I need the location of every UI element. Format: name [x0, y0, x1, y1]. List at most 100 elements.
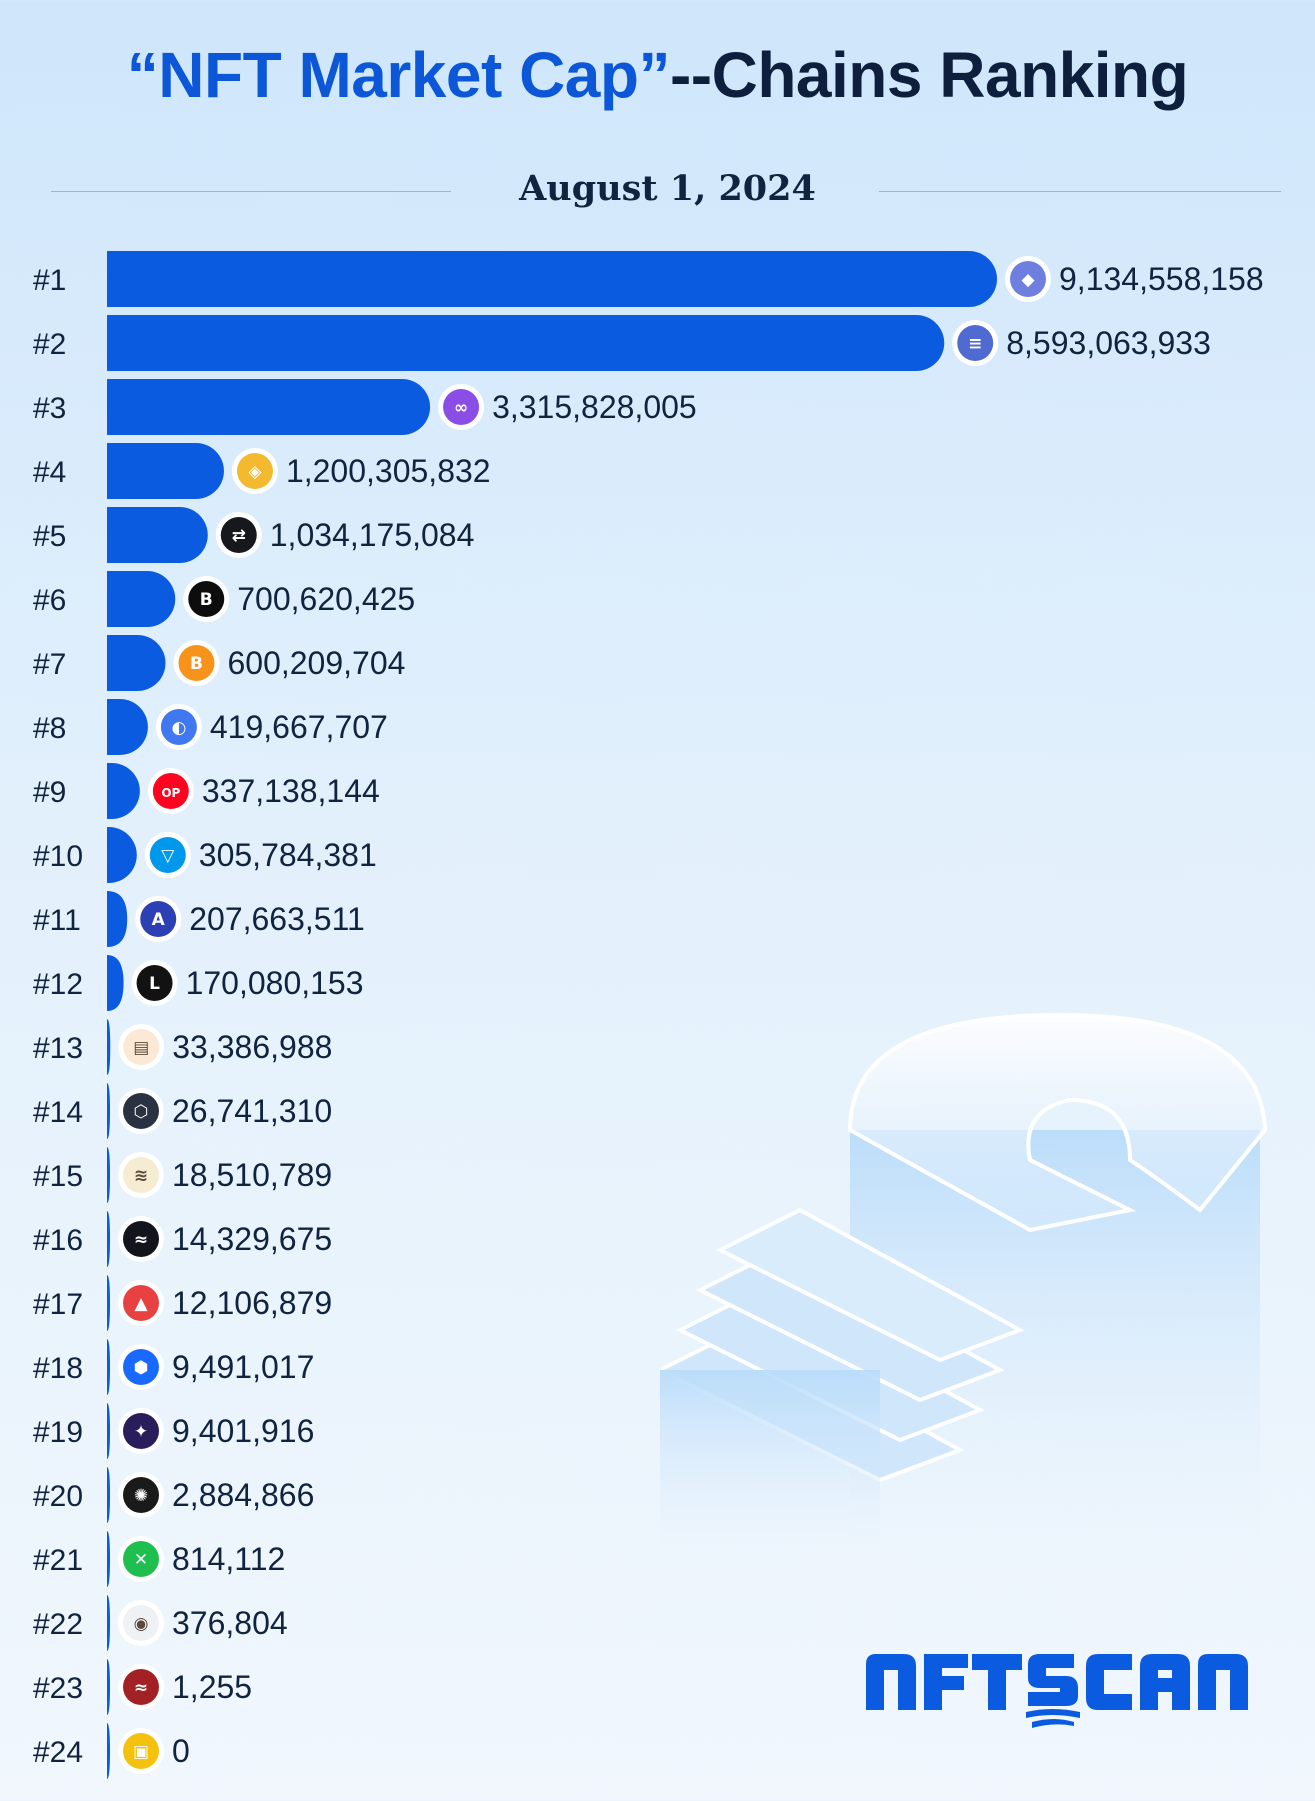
rank-label: #10 — [33, 840, 83, 873]
rank-label: #18 — [33, 1352, 83, 1385]
bar — [107, 763, 140, 819]
rank-label: #3 — [33, 392, 66, 425]
bnb-chain-icon: ◈ — [231, 448, 278, 494]
value-label: 8,593,063,933 — [1006, 325, 1211, 361]
bar — [107, 443, 224, 499]
rank-label: #15 — [33, 1160, 83, 1193]
zksync-icon: ✺ — [118, 1472, 164, 1518]
rank-label: #16 — [33, 1224, 83, 1257]
ethereum-icon: ◆ — [1005, 256, 1051, 302]
value-label: 814,112 — [172, 1541, 285, 1577]
bar — [107, 699, 148, 755]
polygon-icon: ∞ — [438, 384, 485, 430]
cronos-icon: ⬡ — [118, 1088, 164, 1134]
svg-text:✦: ✦ — [134, 1422, 148, 1442]
bar — [107, 1019, 111, 1075]
svg-text:▽: ▽ — [161, 846, 175, 866]
rank-label: #5 — [33, 520, 66, 553]
value-label: 1,255 — [172, 1669, 252, 1705]
svg-text:B: B — [200, 590, 213, 610]
bar — [107, 571, 176, 627]
value-label: 2,884,866 — [172, 1477, 314, 1513]
title-highlight: “NFT Market Cap” — [126, 39, 671, 111]
svg-text:▤: ▤ — [133, 1038, 149, 1058]
base-icon: ◐ — [155, 704, 202, 750]
rank-label: #19 — [33, 1416, 83, 1449]
bar — [107, 1083, 110, 1139]
rank-label: #17 — [33, 1288, 83, 1321]
gnosis-icon: ▣ — [118, 1728, 164, 1774]
value-label: 9,491,017 — [172, 1349, 314, 1385]
rank-label: #13 — [33, 1032, 83, 1065]
value-label: 419,667,707 — [210, 709, 388, 745]
rank-label: #14 — [33, 1096, 83, 1129]
svg-text:B: B — [190, 654, 203, 674]
rank-label: #8 — [33, 712, 66, 745]
svg-text:∞: ∞ — [454, 398, 468, 418]
rank-label: #9 — [33, 776, 66, 809]
starknet-icon: ✦ — [118, 1408, 164, 1454]
mantle-icon: ≋ — [118, 1152, 164, 1198]
fantom-icon: ⬢ — [118, 1344, 164, 1390]
immutable-icon: ⇄ — [215, 512, 262, 558]
svg-text:≋: ≋ — [134, 1166, 148, 1186]
bar — [107, 1275, 110, 1331]
value-label: 12,106,879 — [172, 1285, 332, 1321]
value-label: 1,200,305,832 — [286, 453, 491, 489]
value-label: 600,209,704 — [227, 645, 405, 681]
report-date: August 1, 2024 — [519, 168, 816, 209]
rank-label: #1 — [33, 264, 66, 297]
bar — [107, 1403, 110, 1459]
x-layer-icon: ✕ — [118, 1536, 164, 1582]
date-divider-right — [879, 191, 1281, 192]
value-label: 170,080,153 — [186, 965, 364, 1001]
value-label: 305,784,381 — [199, 837, 377, 873]
value-label: 700,620,425 — [237, 581, 415, 617]
rank-label: #20 — [33, 1480, 83, 1513]
svg-text:A: A — [152, 910, 166, 930]
rank-label: #23 — [33, 1672, 83, 1705]
bar — [107, 1211, 110, 1267]
svg-text:⇄: ⇄ — [232, 526, 246, 546]
value-label: 0 — [172, 1733, 190, 1769]
watermark-s-graphic — [660, 1012, 1268, 1560]
bar — [107, 1339, 110, 1395]
bar — [107, 251, 997, 307]
rank-label: #4 — [33, 456, 66, 489]
svg-text:◈: ◈ — [248, 462, 262, 482]
title-rest: --Chains Ranking — [669, 39, 1189, 111]
value-label: 337,138,144 — [202, 773, 380, 809]
svg-text:◆: ◆ — [1021, 270, 1035, 290]
value-label: 376,804 — [172, 1605, 288, 1641]
bar — [107, 1531, 110, 1587]
value-label: 14,329,675 — [172, 1221, 332, 1257]
scroll-icon: ▤ — [118, 1024, 165, 1070]
value-label: 1,034,175,084 — [270, 517, 475, 553]
date-divider-left — [51, 191, 451, 192]
svg-text:⬢: ⬢ — [134, 1358, 149, 1378]
bar — [107, 635, 166, 691]
bar — [107, 507, 208, 563]
arbitrum-icon: A — [135, 896, 182, 942]
bar — [107, 379, 431, 436]
solana-icon: ≡ — [952, 320, 999, 366]
rank-label: #11 — [33, 904, 81, 937]
bar — [107, 1659, 110, 1715]
linea-icon: L — [131, 960, 178, 1006]
svg-text:≈: ≈ — [134, 1230, 148, 1250]
svg-text:◐: ◐ — [171, 718, 186, 738]
bar — [107, 1595, 110, 1651]
svg-text:L: L — [149, 974, 160, 994]
bar — [107, 827, 137, 883]
bar — [107, 1723, 110, 1779]
nftscan-logo — [866, 1654, 1248, 1728]
rank-label: #2 — [33, 328, 66, 361]
bar — [107, 315, 945, 372]
rank-label: #22 — [33, 1608, 83, 1641]
svg-text:≡: ≡ — [968, 334, 982, 354]
rank-label: #24 — [33, 1736, 83, 1769]
avalanche-icon: ▲ — [118, 1280, 164, 1326]
sei-icon: ≈ — [118, 1216, 164, 1262]
rank-label: #6 — [33, 584, 66, 617]
